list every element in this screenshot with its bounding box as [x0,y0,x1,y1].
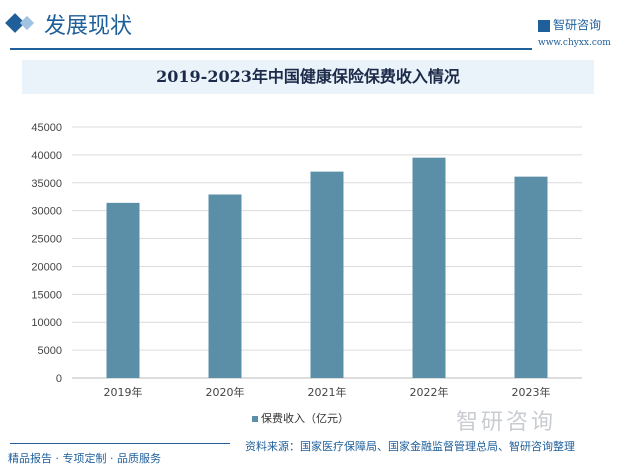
y-tick-label: 45000 [31,122,62,134]
y-tick-label: 25000 [31,234,62,246]
y-tick-label: 5000 [38,345,62,357]
slogan: 精品报告 · 专项定制 · 品质服务 [8,452,161,465]
bar [310,171,344,378]
y-tick-label: 35000 [31,178,62,190]
chart-title: 2019-2023年中国健康保险保费收入情况 [22,60,594,94]
logo-url: www.chyxx.com [538,38,611,48]
legend: 保费收入（亿元） [252,410,349,426]
logo-text: 智研咨询 [553,18,602,32]
legend-label: 保费收入（亿元） [261,412,349,425]
watermark: 智研咨询 [456,410,557,435]
y-tick-label: 15000 [31,289,62,301]
logo-icon [538,19,550,32]
bar [106,202,140,378]
header-divider [10,48,532,50]
y-tick-label: 40000 [31,150,62,162]
x-tick-label: 2020年 [206,385,245,399]
y-tick-label: 0 [56,373,62,385]
x-tick-label: 2019年 [104,385,143,399]
bar [514,176,548,378]
bar [208,194,242,378]
y-tick-label: 20000 [31,261,62,273]
x-tick-label: 2021年 [308,385,347,399]
section-title: 发展现状 [44,14,133,39]
x-tick-label: 2022年 [410,385,449,399]
brand-logo: 智研咨询 [538,16,601,33]
footer-divider [10,443,230,444]
y-tick-label: 10000 [31,317,62,329]
bar [412,157,446,378]
legend-swatch [252,416,258,422]
y-tick-label: 30000 [31,206,62,218]
source-note: 资料来源：国家医疗保障局、国家金融监督管理总局、智研咨询整理 [245,440,575,453]
x-tick-label: 2023年 [512,385,551,399]
